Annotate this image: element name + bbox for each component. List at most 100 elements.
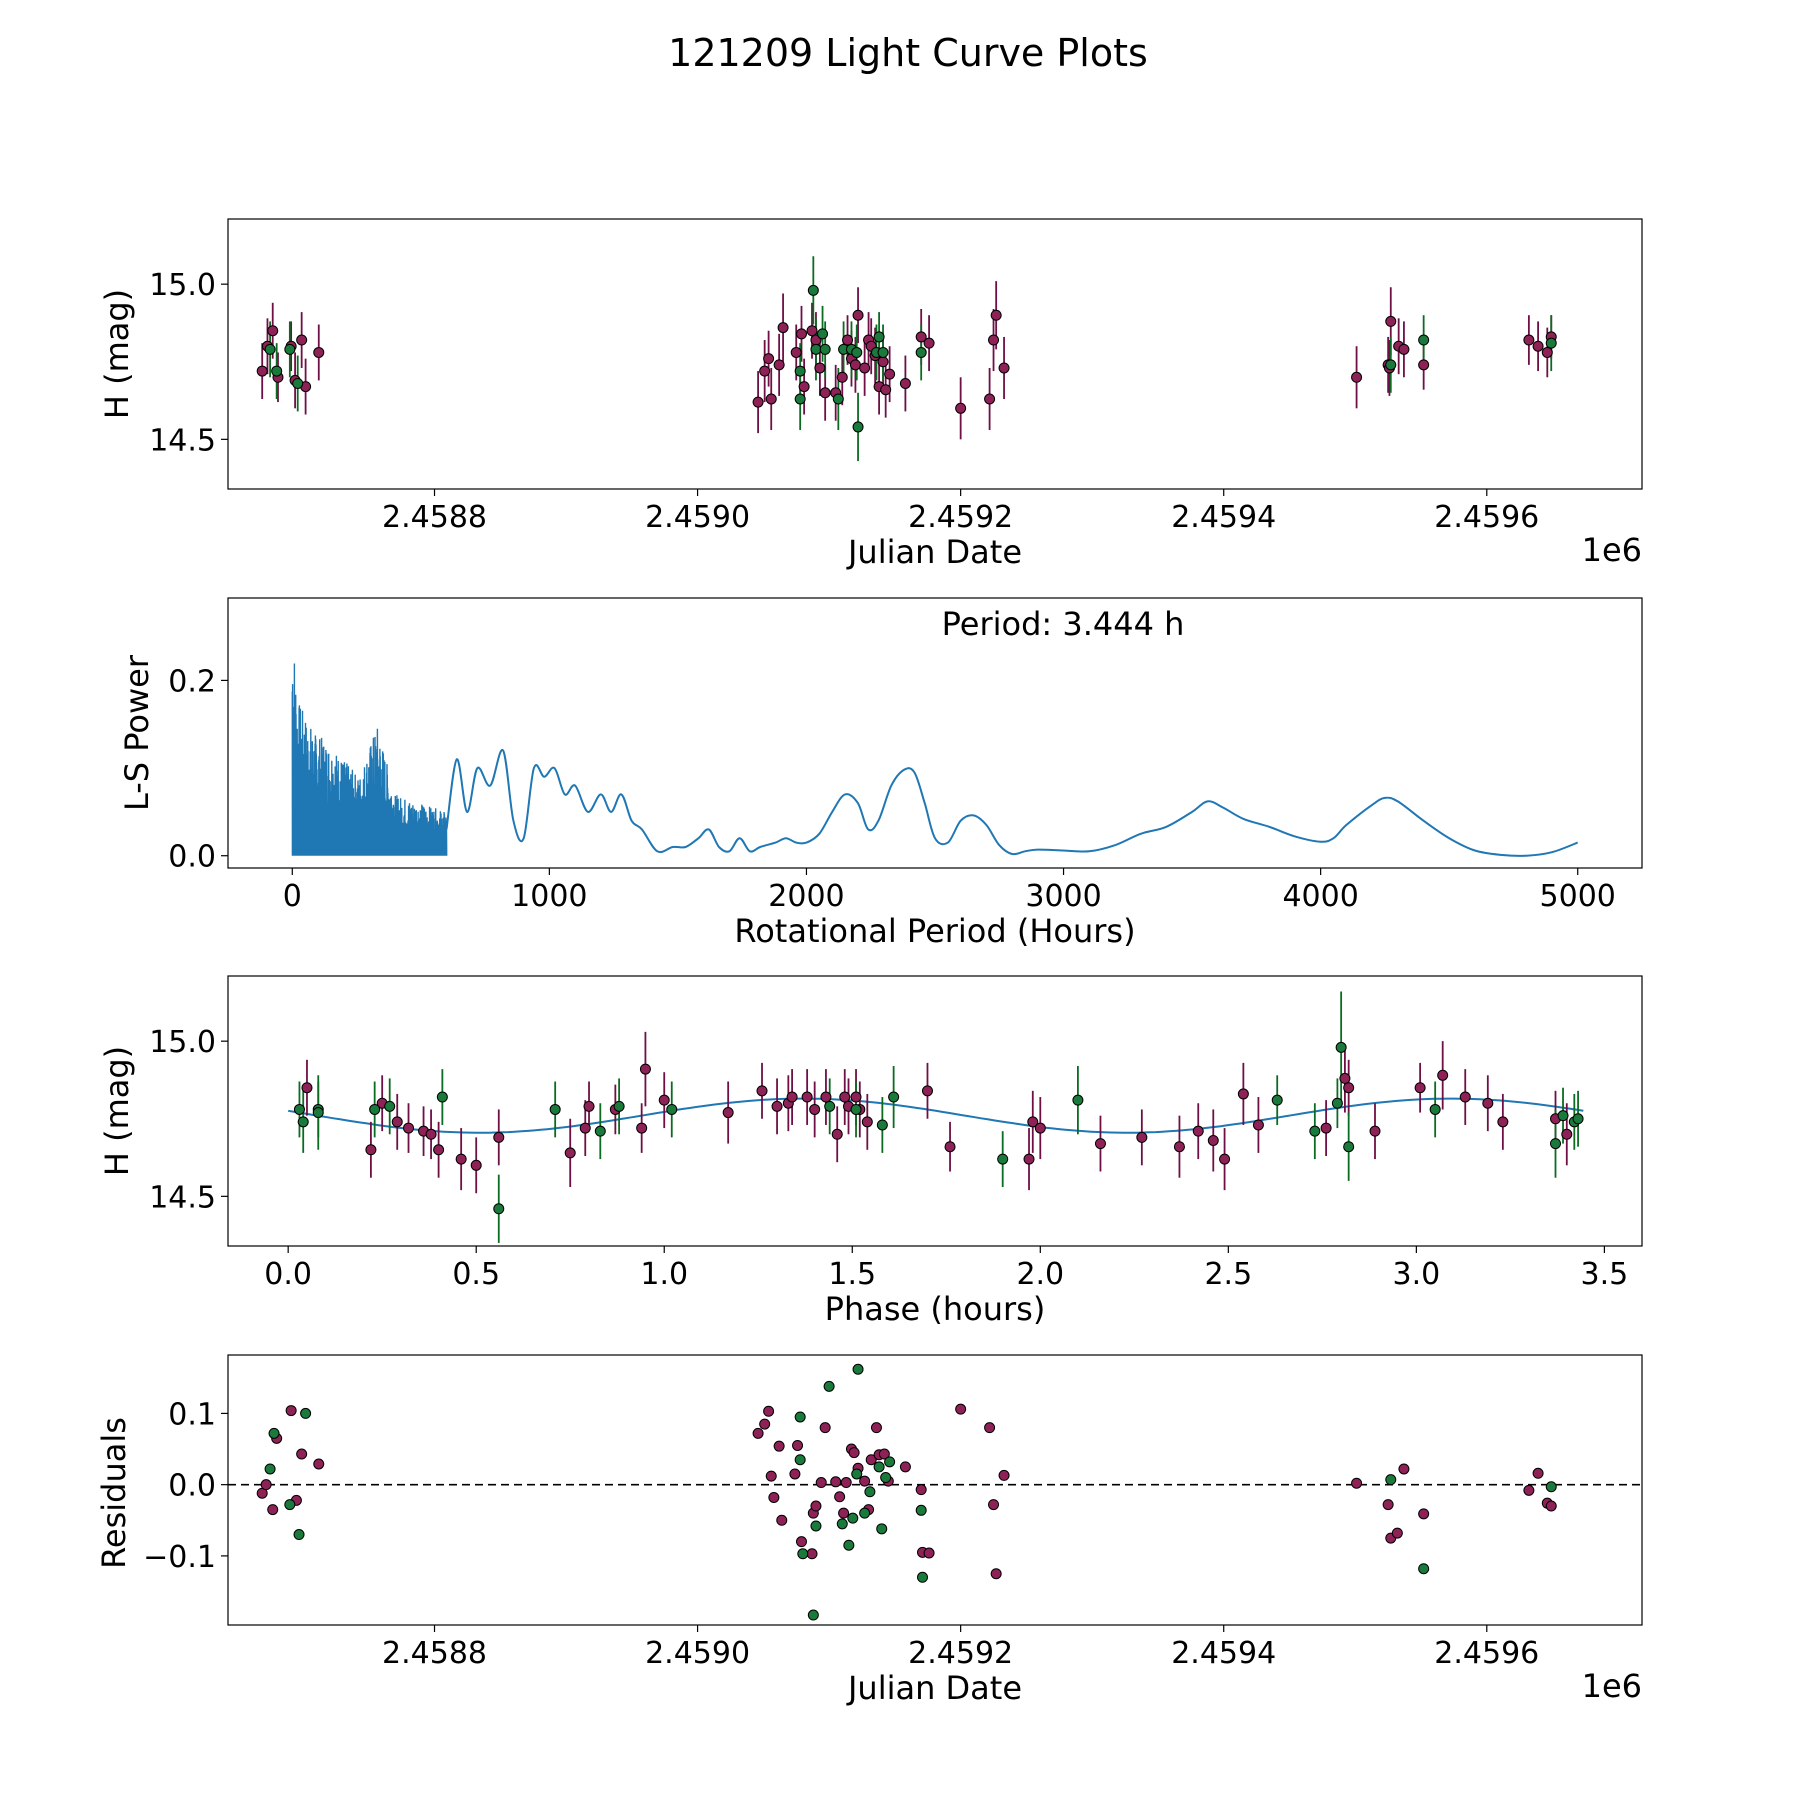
phased-point-r <box>1369 1125 1381 1137</box>
residuals-point-g <box>884 1456 896 1468</box>
panel-residuals-frame <box>227 1354 1643 1626</box>
phased-point-g <box>1271 1094 1283 1106</box>
residuals-point-r <box>899 1461 911 1473</box>
phased-point-g <box>850 1103 862 1115</box>
phased-point-g <box>594 1125 606 1137</box>
phased-point-g <box>888 1091 900 1103</box>
light-curve-y-tick-label: 15.0 <box>149 268 216 303</box>
phased-point-g <box>824 1100 836 1112</box>
residuals-x-tick-label: 2.4592 <box>908 1636 1013 1671</box>
light-curve-point-g <box>819 343 831 355</box>
residuals-point-r <box>830 1476 842 1488</box>
light-curve-point-r <box>267 325 279 337</box>
phased-point-r <box>639 1063 651 1075</box>
phased-point-g <box>1343 1141 1355 1153</box>
residuals-point-r <box>819 1422 831 1434</box>
residuals-point-r <box>759 1418 771 1430</box>
light-curve-point-g <box>915 346 927 358</box>
phased-point-r <box>579 1122 591 1134</box>
periodogram-annotation: Period: 3.444 h <box>942 605 1185 643</box>
light-curve-point-r <box>806 325 818 337</box>
light-curve-point-r <box>819 387 831 399</box>
phased-point-r <box>944 1141 956 1153</box>
phased-point-r <box>1414 1082 1426 1094</box>
phased-point-r <box>756 1085 768 1097</box>
phased-point-g <box>436 1091 448 1103</box>
light-curve-point-g <box>873 331 885 343</box>
light-curve-point-r <box>1418 359 1430 371</box>
phased-point-r <box>1497 1116 1509 1128</box>
phased-point-g <box>384 1100 396 1112</box>
light-curve-xlabel: Julian Date <box>846 533 1022 571</box>
phased-point-g <box>369 1103 381 1115</box>
phased-point-r <box>493 1131 505 1143</box>
residuals-point-g <box>823 1380 835 1392</box>
residuals-y-tick-label: 0.0 <box>168 1469 216 1504</box>
residuals-point-g <box>807 1609 819 1621</box>
light-curve-point-r <box>990 309 1002 321</box>
panel-light-curve: 2.4588 2.4590 2.4592 2.4594 2.4596 15.0 14.5 J… <box>98 218 1643 571</box>
residuals-point-g <box>794 1454 806 1466</box>
light-curve-point-g <box>832 393 844 405</box>
residuals-point-g <box>847 1512 859 1524</box>
residuals-point-g <box>1545 1481 1557 1493</box>
light-curve-point-r <box>877 356 889 368</box>
phased-ylabel: H (mag) <box>98 1046 136 1176</box>
light-curve-point-r <box>984 393 996 405</box>
residuals-point-g <box>864 1486 876 1498</box>
residuals-point-r <box>285 1405 297 1417</box>
light-curve-x-offset: 1e6 <box>1582 531 1642 569</box>
light-curve-point-g <box>1385 359 1397 371</box>
residuals-point-r <box>865 1454 877 1466</box>
periodogram-y-tick-label: 0.0 <box>168 840 216 875</box>
light-curve-point-r <box>1351 371 1363 383</box>
light-curve-point-g <box>794 365 806 377</box>
light-curve-point-r <box>795 328 807 340</box>
periodogram-xlabel: Rotational Period (Hours) <box>734 912 1135 950</box>
residuals-point-r <box>988 1499 1000 1511</box>
light-curve-point-g <box>284 343 296 355</box>
periodogram-x-tick-label: 3000 <box>1025 879 1101 914</box>
periodogram-x-tick-label: 4000 <box>1282 879 1358 914</box>
phased-point-g <box>493 1203 505 1215</box>
residuals-point-g <box>268 1427 280 1439</box>
light-curve-point-g <box>1545 337 1557 349</box>
light-curve-point-g <box>1418 334 1430 346</box>
light-curve-point-r <box>998 362 1010 374</box>
phased-x-tick-label: 1.0 <box>640 1257 688 1292</box>
residuals-x-tick-label: 2.4588 <box>382 1636 487 1671</box>
figure-title: 121209 Light Curve Plots <box>668 31 1148 75</box>
phased-point-g <box>1429 1103 1441 1115</box>
light-curve-y-tick-label: 14.5 <box>149 423 216 458</box>
phased-point-r <box>564 1147 576 1159</box>
residuals-point-r <box>923 1547 935 1559</box>
phased-point-r <box>636 1122 648 1134</box>
phased-point-r <box>1437 1069 1449 1081</box>
phased-point-r <box>403 1122 415 1134</box>
light-curve-point-r <box>899 377 911 389</box>
residuals-point-r <box>1523 1484 1535 1496</box>
residuals-point-r <box>296 1448 308 1460</box>
residuals-point-r <box>1398 1463 1410 1475</box>
residuals-point-r <box>1532 1467 1544 1479</box>
light-curve-ylabel: H (mag) <box>98 289 136 419</box>
residuals-point-g <box>300 1407 312 1419</box>
residuals-point-r <box>815 1477 827 1489</box>
residuals-point-g <box>876 1523 888 1535</box>
phased-point-g <box>549 1103 561 1115</box>
phased-point-r <box>820 1091 832 1103</box>
light-curve-x-tick-label: 2.4592 <box>908 500 1013 535</box>
light-curve-point-g <box>817 328 829 340</box>
light-curve-point-g <box>877 346 889 358</box>
phased-point-g <box>613 1100 625 1112</box>
phased-point-g <box>1550 1138 1562 1150</box>
residuals-point-r <box>878 1448 890 1460</box>
phased-x-tick-label: 3.0 <box>1393 1257 1441 1292</box>
light-curve-x-tick-label: 2.4596 <box>1434 500 1539 535</box>
residuals-point-r <box>795 1536 807 1548</box>
residuals-point-g <box>917 1571 929 1583</box>
residuals-point-r <box>806 1548 818 1560</box>
phased-x-tick-label: 2.0 <box>1016 1257 1064 1292</box>
phased-point-r <box>809 1103 821 1115</box>
light-curve-point-r <box>955 402 967 414</box>
